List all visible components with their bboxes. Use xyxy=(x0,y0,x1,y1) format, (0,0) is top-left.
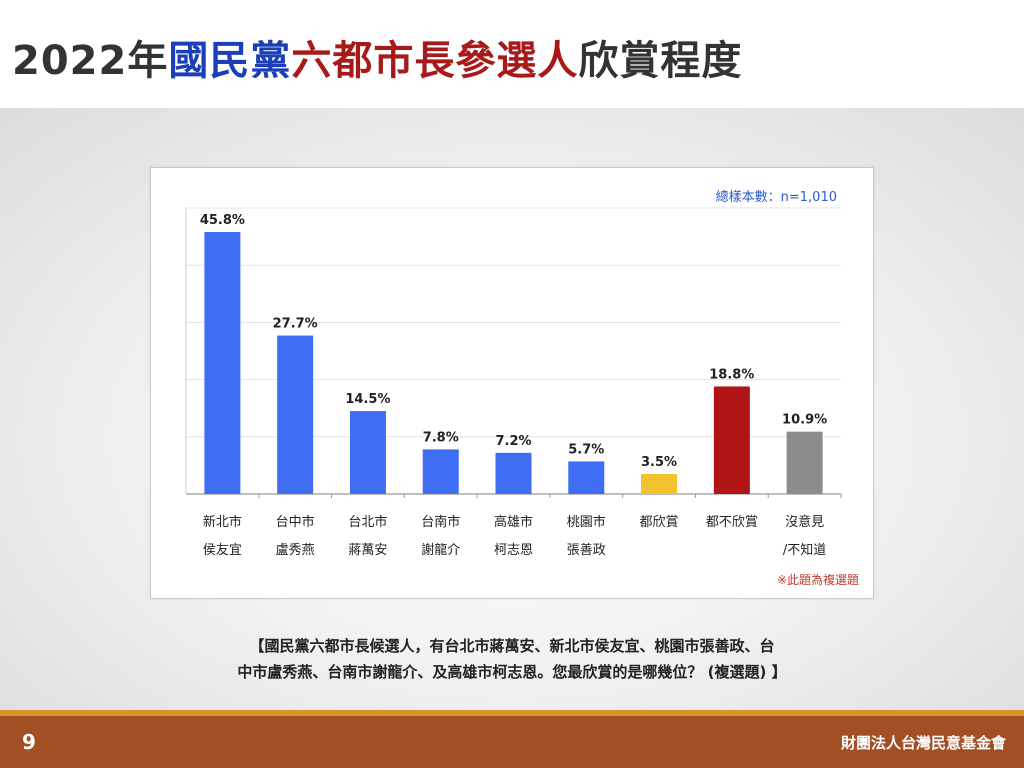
bar xyxy=(713,386,750,494)
bar-value-label: 27.7% xyxy=(273,317,318,332)
bar-value-label: 7.8% xyxy=(423,430,459,445)
bar xyxy=(349,411,386,494)
title-candidates: 六都市長參選人 xyxy=(291,38,579,84)
bar-value-label: 14.5% xyxy=(345,392,390,407)
bar-value-label: 7.2% xyxy=(495,434,531,449)
survey-question: 【國民黨六都市長候選人，有台北市蔣萬安、新北市侯友宜、桃園市張善政、台 中市盧秀… xyxy=(0,633,1024,685)
bar-value-label: 5.7% xyxy=(568,442,604,457)
title-year: 2022年 xyxy=(12,38,169,84)
category-label: 柯志恩 xyxy=(494,543,533,558)
question-line-2: 中市盧秀燕、台南市謝龍介、及高雄市柯志恩。您最欣賞的是哪幾位？ (複選題) 】 xyxy=(237,663,787,681)
chart-panel: 總樣本數：n=1,010 45.8% 新北市侯友宜 27.7% 台中市盧秀燕 14.5%… xyxy=(150,167,874,599)
bar xyxy=(495,452,532,494)
organization-name: 財團法人台灣民意基金會 xyxy=(840,734,1006,752)
title-topic: 欣賞程度 xyxy=(578,38,743,84)
category-label: 都欣賞 xyxy=(640,515,679,530)
question-line-1: 【國民黨六都市長候選人，有台北市蔣萬安、新北市侯友宜、桃園市張善政、台 xyxy=(249,637,775,655)
page-title: 2022年國民黨六都市長參選人欣賞程度 xyxy=(12,28,742,92)
category-label: 台北市 xyxy=(348,514,387,530)
category-label: 都不欣賞 xyxy=(706,515,758,530)
category-label: 台南市 xyxy=(421,514,460,530)
category-label: 張善政 xyxy=(567,542,606,558)
category-label: 蔣萬安 xyxy=(348,543,387,558)
category-label: 高雄市 xyxy=(494,514,533,530)
bar xyxy=(422,449,459,494)
category-label: 侯友宜 xyxy=(203,542,242,558)
category-label: /不知道 xyxy=(783,542,826,558)
category-label: 盧秀燕 xyxy=(276,543,315,558)
bar-value-label: 3.5% xyxy=(641,455,677,470)
category-label: 沒意見 xyxy=(785,514,824,530)
multiple-choice-note: ※此題為複選題 xyxy=(776,573,859,587)
bar-value-label: 10.9% xyxy=(782,413,827,428)
bar xyxy=(641,473,678,494)
bar xyxy=(277,335,314,494)
sample-size-label: 總樣本數：n=1,010 xyxy=(715,190,837,205)
bar-value-label: 18.8% xyxy=(709,367,754,382)
category-label: 新北市 xyxy=(203,514,242,530)
footer-accent-line xyxy=(0,710,1024,716)
bar xyxy=(204,232,241,495)
title-party: 國民黨 xyxy=(168,38,292,84)
footer-bar: 9 財團法人台灣民意基金會 xyxy=(0,716,1024,768)
category-label: 謝龍介 xyxy=(421,542,460,558)
category-label: 桃園市 xyxy=(567,514,606,530)
bar-value-label: 45.8% xyxy=(200,213,245,228)
bar xyxy=(786,431,823,494)
bar xyxy=(568,461,605,494)
page-number: 9 xyxy=(22,730,36,754)
category-label: 台中市 xyxy=(276,514,315,530)
